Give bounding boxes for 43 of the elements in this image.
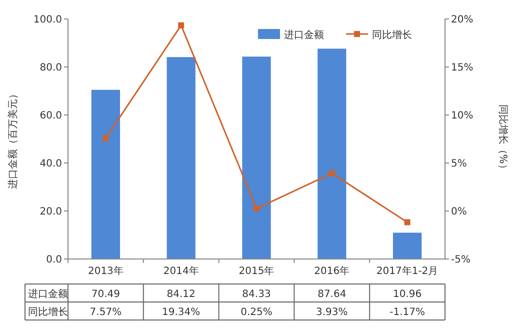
y-axis-title: 进口金额（百万美元） [7,89,19,189]
text: 同比增长 [28,307,68,318]
legend-label: 同比增长 [372,29,412,41]
bar [166,57,196,259]
data-label: 87.64 [318,289,346,300]
y-tick-label: 40.0 [40,158,62,170]
data-label: 10.96 [392,289,422,300]
y-tick-label: 100.0 [33,14,62,26]
bar [242,56,271,259]
point [254,206,260,212]
x-tick-label: 2016年 [314,265,350,277]
y-tick-label: 60.0 [40,110,62,122]
x-tick-label: 2013年 [88,265,124,277]
data-label: -1.17% [390,307,425,318]
x-tick-label: 2017年1-2月 [376,265,438,277]
point [178,22,184,28]
x-tick-label: 2014年 [163,265,199,277]
y2-tick-label: 20% [451,14,474,26]
data-label: 19.34% [162,307,200,318]
text: 进口金额 [28,289,68,300]
data-label: 70.49 [91,289,120,300]
point [404,219,410,226]
y-tick-label: 20.0 [40,206,62,218]
y2-tick-label: -5% [451,254,470,266]
data-label: 7.57% [90,307,122,318]
y-tick-label: 0.0 [46,254,62,266]
data-label: 84.33 [242,289,271,300]
data-label: 0.25% [240,307,272,318]
point [328,170,335,176]
y2-tick-label: 10% [451,110,474,122]
y-tick-label: 80.0 [40,62,62,74]
bar [318,48,346,259]
data-label: 3.93% [316,307,348,318]
bar [392,232,422,259]
point [102,135,109,142]
y2-tick-label: 15% [451,62,474,74]
bar [91,90,120,259]
y2-axis-title: 同比增长（%） [497,104,509,174]
y2-tick-label: 0% [451,206,467,218]
x-tick-label: 2015年 [238,265,274,277]
legend-label: 进口金额 [284,29,324,41]
data-label: 84.12 [166,289,196,300]
y2-tick-label: 5% [451,158,467,170]
